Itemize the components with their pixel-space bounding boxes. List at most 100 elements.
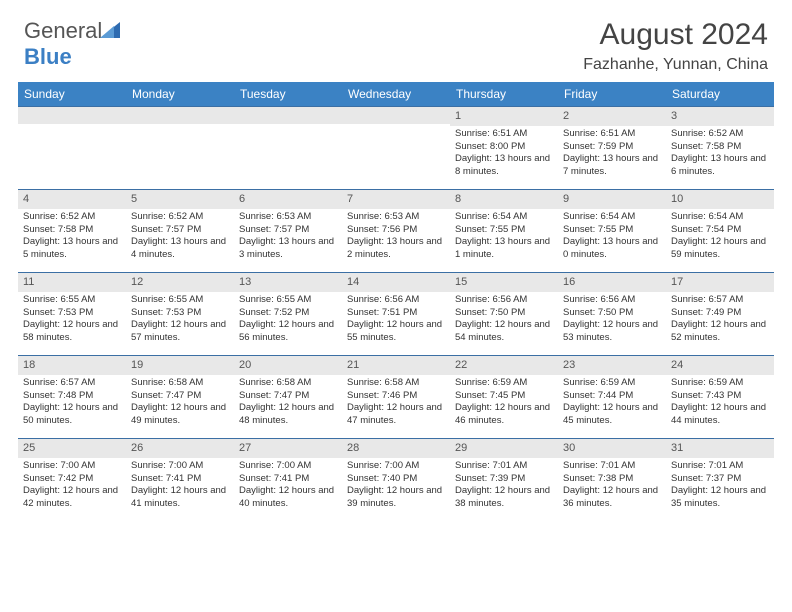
day-number: 31 (671, 442, 683, 454)
day-info: Daylight: 12 hours and 46 minutes. (455, 402, 553, 428)
day-info: Daylight: 13 hours and 1 minute. (455, 236, 553, 262)
week-row: 1Sunrise: 6:51 AMSunset: 8:00 PMDaylight… (18, 106, 774, 189)
week-row: 18Sunrise: 6:57 AMSunset: 7:48 PMDayligh… (18, 355, 774, 438)
day-cell: 22Sunrise: 6:59 AMSunset: 7:45 PMDayligh… (450, 356, 558, 438)
day-info: Daylight: 12 hours and 40 minutes. (239, 485, 337, 511)
day-info: Daylight: 12 hours and 55 minutes. (347, 319, 445, 345)
day-info: Sunset: 7:58 PM (671, 141, 769, 154)
day-cell: 3Sunrise: 6:52 AMSunset: 7:58 PMDaylight… (666, 107, 774, 189)
day-info: Sunrise: 6:55 AM (131, 294, 229, 307)
day-info: Sunrise: 6:51 AM (455, 128, 553, 141)
title-block: August 2024 Fazhanhe, Yunnan, China (583, 18, 768, 74)
day-info: Sunset: 7:48 PM (23, 390, 121, 403)
day-info: Daylight: 13 hours and 6 minutes. (671, 153, 769, 179)
day-number: 23 (563, 359, 575, 371)
weekday-wednesday: Wednesday (342, 82, 450, 106)
day-number: 12 (131, 276, 143, 288)
logo-part2: Blue (24, 44, 72, 69)
day-info: Sunrise: 6:52 AM (23, 211, 121, 224)
day-info: Sunset: 7:56 PM (347, 224, 445, 237)
day-cell: 29Sunrise: 7:01 AMSunset: 7:39 PMDayligh… (450, 439, 558, 521)
day-cell: 20Sunrise: 6:58 AMSunset: 7:47 PMDayligh… (234, 356, 342, 438)
day-info: Sunset: 7:47 PM (239, 390, 337, 403)
day-info: Daylight: 12 hours and 49 minutes. (131, 402, 229, 428)
logo: GeneralBlue (24, 18, 120, 70)
week-row: 25Sunrise: 7:00 AMSunset: 7:42 PMDayligh… (18, 438, 774, 521)
week-row: 11Sunrise: 6:55 AMSunset: 7:53 PMDayligh… (18, 272, 774, 355)
day-info: Sunset: 7:50 PM (563, 307, 661, 320)
day-cell: 24Sunrise: 6:59 AMSunset: 7:43 PMDayligh… (666, 356, 774, 438)
weekday-saturday: Saturday (666, 82, 774, 106)
triangle-icon (100, 22, 120, 38)
day-cell: 2Sunrise: 6:51 AMSunset: 7:59 PMDaylight… (558, 107, 666, 189)
day-info: Daylight: 12 hours and 45 minutes. (563, 402, 661, 428)
day-cell: 17Sunrise: 6:57 AMSunset: 7:49 PMDayligh… (666, 273, 774, 355)
day-number: 27 (239, 442, 251, 454)
day-cell: 4Sunrise: 6:52 AMSunset: 7:58 PMDaylight… (18, 190, 126, 272)
day-number: 10 (671, 193, 683, 205)
day-cell: 13Sunrise: 6:55 AMSunset: 7:52 PMDayligh… (234, 273, 342, 355)
day-info: Daylight: 12 hours and 59 minutes. (671, 236, 769, 262)
day-cell: 25Sunrise: 7:00 AMSunset: 7:42 PMDayligh… (18, 439, 126, 521)
day-info: Daylight: 13 hours and 8 minutes. (455, 153, 553, 179)
day-info: Sunrise: 6:58 AM (347, 377, 445, 390)
weekday-thursday: Thursday (450, 82, 558, 106)
location: Fazhanhe, Yunnan, China (583, 56, 768, 74)
day-info: Sunrise: 6:54 AM (671, 211, 769, 224)
day-info: Daylight: 12 hours and 42 minutes. (23, 485, 121, 511)
day-info: Sunset: 7:39 PM (455, 473, 553, 486)
day-number: 4 (23, 193, 29, 205)
day-info: Sunrise: 6:59 AM (671, 377, 769, 390)
day-cell: 27Sunrise: 7:00 AMSunset: 7:41 PMDayligh… (234, 439, 342, 521)
week-row: 4Sunrise: 6:52 AMSunset: 7:58 PMDaylight… (18, 189, 774, 272)
day-info: Daylight: 12 hours and 58 minutes. (23, 319, 121, 345)
day-info: Sunset: 7:37 PM (671, 473, 769, 486)
day-info: Sunrise: 7:01 AM (563, 460, 661, 473)
day-number: 28 (347, 442, 359, 454)
day-info: Sunrise: 7:00 AM (239, 460, 337, 473)
day-info: Sunset: 7:43 PM (671, 390, 769, 403)
day-cell: 16Sunrise: 6:56 AMSunset: 7:50 PMDayligh… (558, 273, 666, 355)
day-info: Sunrise: 6:56 AM (347, 294, 445, 307)
day-info: Sunrise: 7:00 AM (131, 460, 229, 473)
day-number: 20 (239, 359, 251, 371)
day-number: 13 (239, 276, 251, 288)
day-cell: 30Sunrise: 7:01 AMSunset: 7:38 PMDayligh… (558, 439, 666, 521)
day-number: 22 (455, 359, 467, 371)
day-cell: 26Sunrise: 7:00 AMSunset: 7:41 PMDayligh… (126, 439, 234, 521)
day-info: Daylight: 12 hours and 36 minutes. (563, 485, 661, 511)
day-cell: 23Sunrise: 6:59 AMSunset: 7:44 PMDayligh… (558, 356, 666, 438)
day-cell: 6Sunrise: 6:53 AMSunset: 7:57 PMDaylight… (234, 190, 342, 272)
day-info: Daylight: 12 hours and 39 minutes. (347, 485, 445, 511)
day-info: Sunrise: 6:58 AM (131, 377, 229, 390)
day-info: Sunset: 7:53 PM (131, 307, 229, 320)
day-info: Sunset: 7:40 PM (347, 473, 445, 486)
day-info: Sunset: 7:54 PM (671, 224, 769, 237)
day-info: Daylight: 13 hours and 7 minutes. (563, 153, 661, 179)
day-number: 29 (455, 442, 467, 454)
day-info: Sunrise: 6:53 AM (347, 211, 445, 224)
day-info: Daylight: 12 hours and 47 minutes. (347, 402, 445, 428)
day-number: 17 (671, 276, 683, 288)
calendar: SundayMondayTuesdayWednesdayThursdayFrid… (0, 82, 792, 521)
day-info: Daylight: 12 hours and 44 minutes. (671, 402, 769, 428)
day-number: 14 (347, 276, 359, 288)
day-number: 1 (455, 110, 461, 122)
day-cell (342, 107, 450, 189)
day-number: 30 (563, 442, 575, 454)
weekday-sunday: Sunday (18, 82, 126, 106)
day-cell (18, 107, 126, 189)
day-number: 19 (131, 359, 143, 371)
day-number: 18 (23, 359, 35, 371)
day-info: Sunrise: 6:56 AM (563, 294, 661, 307)
day-cell: 15Sunrise: 6:56 AMSunset: 7:50 PMDayligh… (450, 273, 558, 355)
day-number: 25 (23, 442, 35, 454)
day-info: Sunset: 7:42 PM (23, 473, 121, 486)
day-info: Daylight: 13 hours and 2 minutes. (347, 236, 445, 262)
day-info: Daylight: 13 hours and 5 minutes. (23, 236, 121, 262)
day-info: Daylight: 13 hours and 4 minutes. (131, 236, 229, 262)
day-number: 15 (455, 276, 467, 288)
day-info: Sunset: 7:47 PM (131, 390, 229, 403)
day-info: Daylight: 12 hours and 56 minutes. (239, 319, 337, 345)
day-info: Sunset: 7:52 PM (239, 307, 337, 320)
